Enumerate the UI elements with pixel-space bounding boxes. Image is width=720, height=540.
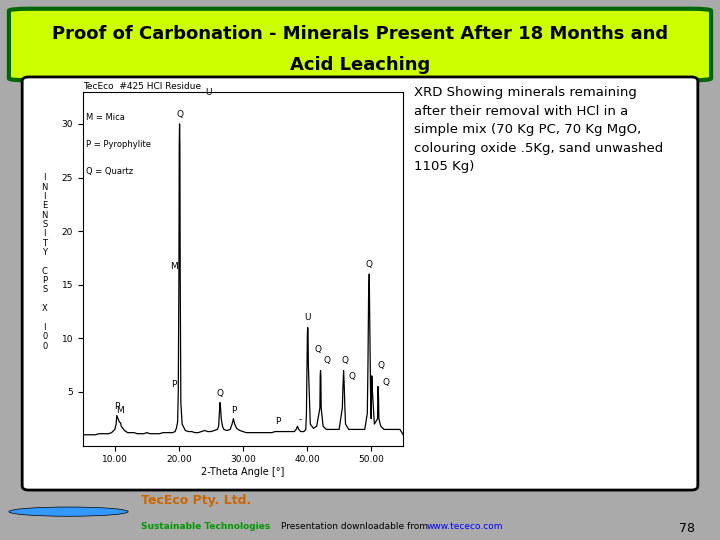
Text: M: M (170, 262, 178, 271)
Text: www.tececo.com: www.tececo.com (426, 522, 503, 531)
Text: M = Mica: M = Mica (86, 113, 125, 122)
Text: 78: 78 (679, 522, 695, 535)
Text: Q: Q (348, 372, 356, 381)
Text: Acid Leaching: Acid Leaching (290, 56, 430, 74)
Text: M: M (116, 407, 124, 415)
Text: Q: Q (341, 356, 348, 365)
Text: TecEco Pty. Ltd.: TecEco Pty. Ltd. (141, 494, 252, 507)
Text: Q: Q (217, 389, 223, 399)
Text: TecEco  #425 HCl Residue: TecEco #425 HCl Residue (83, 82, 201, 91)
Text: U: U (305, 313, 311, 322)
Text: U: U (205, 88, 212, 97)
Text: P: P (114, 402, 120, 411)
Text: P: P (171, 380, 176, 389)
Text: Q: Q (382, 377, 390, 387)
Circle shape (9, 507, 128, 516)
Text: -: - (299, 415, 302, 424)
Text: Q = Quartz: Q = Quartz (86, 167, 133, 176)
Text: P: P (230, 407, 236, 415)
Text: I
N
I
E
N
S
I
T
Y
 
C
P
S
 
X
 
I
0
0: I N I E N S I T Y C P S X I 0 0 (42, 173, 48, 350)
Text: Sustainable Technologies: Sustainable Technologies (141, 522, 271, 531)
FancyBboxPatch shape (9, 9, 711, 80)
X-axis label: 2-Theta Angle [°]: 2-Theta Angle [°] (202, 467, 284, 477)
Text: Q: Q (323, 356, 330, 365)
Text: Q: Q (315, 346, 321, 354)
Text: Q: Q (377, 361, 384, 370)
Text: Q: Q (176, 110, 183, 119)
Text: Proof of Carbonation - Minerals Present After 18 Months and: Proof of Carbonation - Minerals Present … (52, 25, 668, 43)
Text: XRD Showing minerals remaining
after their removal with HCl in a
simple mix (70 : XRD Showing minerals remaining after the… (414, 86, 663, 173)
Text: Presentation downloadable from: Presentation downloadable from (281, 522, 428, 531)
FancyBboxPatch shape (22, 77, 698, 490)
Text: Q: Q (365, 260, 372, 268)
Text: P: P (276, 417, 281, 426)
Text: P = Pyrophylite: P = Pyrophylite (86, 140, 151, 149)
